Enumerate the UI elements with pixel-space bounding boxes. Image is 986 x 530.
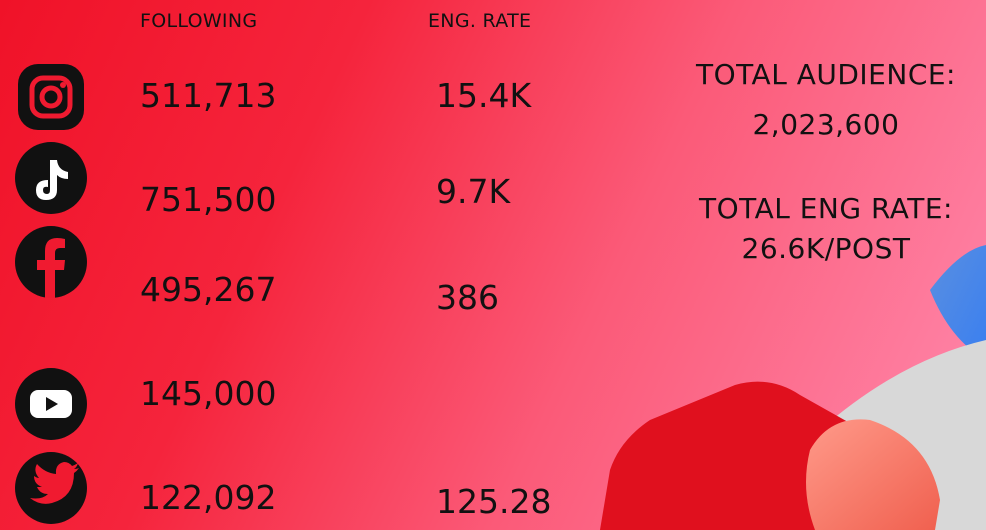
column-header: FOLLOWING xyxy=(140,10,257,32)
facebook-icon xyxy=(15,226,87,298)
total-label: TOTAL AUDIENCE: xyxy=(656,58,986,91)
column-header: ENG. RATE xyxy=(428,10,531,32)
youtube-icon xyxy=(15,368,87,440)
infographic: FOLLOWING ENG. RATE 511,713 15.4K 751,50… xyxy=(0,0,986,530)
eng-rate-value: 125.28 xyxy=(436,482,551,521)
total-value: 2,023,600 xyxy=(656,108,986,141)
following-value: 145,000 xyxy=(140,374,276,413)
following-value: 495,267 xyxy=(140,270,276,309)
total-label: TOTAL ENG RATE: xyxy=(656,192,986,225)
eng-rate-value: 9.7K xyxy=(436,172,510,211)
following-value: 751,500 xyxy=(140,180,276,219)
eng-rate-value: 15.4K xyxy=(436,76,531,115)
following-value: 122,092 xyxy=(140,478,276,517)
eng-rate-value: 386 xyxy=(436,278,499,317)
following-value: 511,713 xyxy=(140,76,276,115)
instagram-icon xyxy=(18,64,84,130)
tiktok-icon xyxy=(15,142,87,214)
total-value: 26.6K/POST xyxy=(656,232,986,265)
twitter-icon xyxy=(15,452,87,524)
